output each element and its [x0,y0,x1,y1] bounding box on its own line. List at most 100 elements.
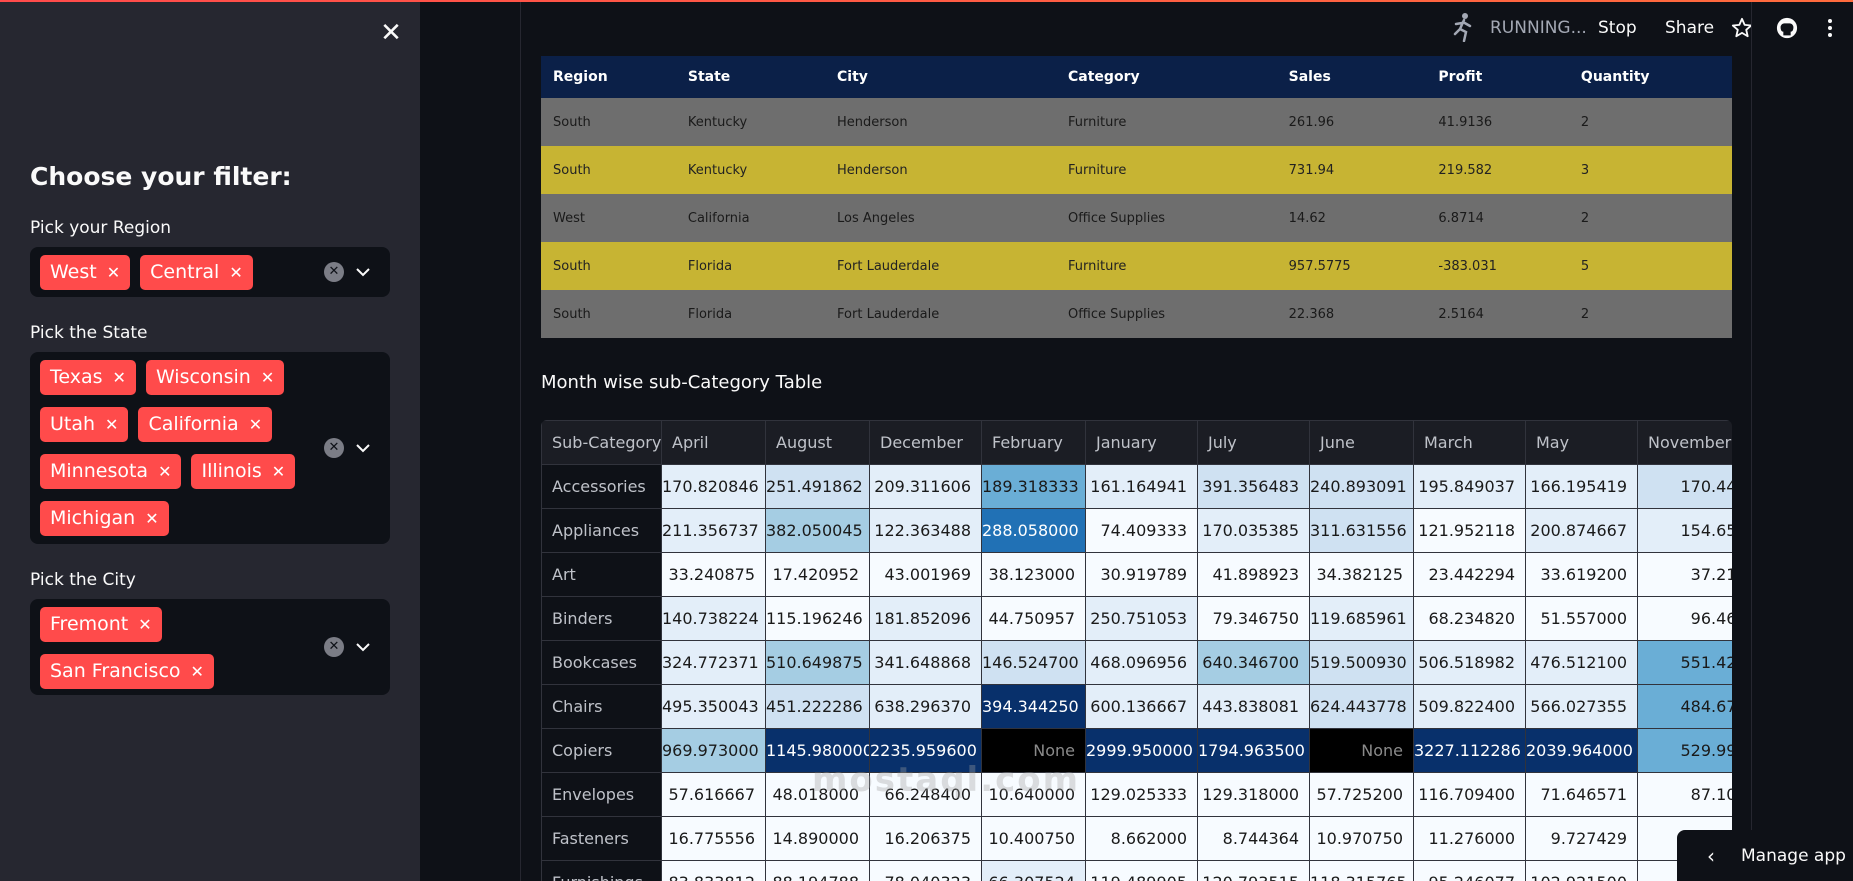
column-header[interactable]: March [1413,420,1526,465]
manage-app-button[interactable]: ‹ Manage app [1677,830,1853,881]
chevron-down-icon[interactable] [354,638,372,656]
remove-tag-icon[interactable]: ✕ [248,415,263,434]
column-header: Sales [1276,56,1427,98]
remove-tag-icon[interactable]: ✕ [138,615,152,634]
table-row: Envelopes 57.616667 48.018000 66.248400 10.6… [541,772,1732,817]
column-header[interactable]: December [869,420,982,465]
clear-all-icon[interactable]: ✕ [324,438,344,458]
row-header: Accessories [541,464,662,509]
table-cell: 74.409333 [1085,508,1198,553]
city-label: Pick the City [30,570,136,590]
filter-title: Choose your filter: [30,162,292,191]
column-header[interactable]: February [981,420,1086,465]
table-cell: California [675,194,826,242]
table-cell: 37.21975 [1637,552,1732,597]
region-multiselect[interactable]: West ✕ Central ✕ ✕ [30,247,390,297]
filter-tag[interactable]: San Francisco ✕ [40,654,214,689]
city-multiselect[interactable]: Fremont ✕ San Francisco ✕ ✕ [30,599,390,695]
chevron-down-icon[interactable] [354,263,372,281]
table-row: South Florida Fort Lauderdale Office Suppli… [541,290,1732,338]
subcategory-table-wrap[interactable]: Sub-Category April August December February J… [541,420,1732,881]
chevron-down-icon[interactable] [354,439,372,457]
column-header[interactable]: August [765,420,870,465]
table-cell: 118.315765 [1309,860,1414,881]
table-cell: Florida [675,242,826,290]
clear-all-icon[interactable]: ✕ [324,637,344,657]
filter-tag[interactable]: Texas ✕ [40,360,136,395]
table-cell: 129.025333 [1085,772,1198,817]
clear-all-icon[interactable]: ✕ [324,262,344,282]
table-cell: 16.206375 [869,816,982,861]
region-label: Pick your Region [30,218,172,238]
table-cell: 394.344250 [981,684,1086,729]
column-header[interactable]: April [661,420,766,465]
column-header[interactable]: June [1309,420,1414,465]
remove-tag-icon[interactable]: ✕ [260,368,275,387]
data-table: Region State City Category Sales Profit Quanti… [541,56,1732,338]
filter-tag[interactable]: Wisconsin ✕ [145,360,285,395]
table-cell: 2039.964000 [1525,728,1638,773]
remove-tag-icon[interactable]: ✕ [271,462,286,481]
table-cell: 181.852096 [869,596,982,641]
table-cell: 443.838081 [1197,684,1310,729]
table-cell: 251.491862 [765,464,870,509]
remove-tag-icon[interactable]: ✕ [106,263,121,282]
row-header: Fasteners [541,816,662,861]
table-cell: 66.248400 [869,772,982,817]
filter-tag[interactable]: California ✕ [138,407,273,442]
table-cell: 140.738224 [661,596,766,641]
table-cell: 88.194788 [765,860,870,881]
share-button[interactable]: Share [1665,18,1715,38]
stop-button[interactable]: Stop [1598,18,1637,38]
remove-tag-icon[interactable]: ✕ [190,662,204,681]
remove-tag-icon[interactable]: ✕ [112,368,126,387]
table-cell: 102.921500 [1525,860,1638,881]
filter-tag[interactable]: Utah ✕ [40,407,129,442]
table-cell: South [541,290,676,338]
row-header: Art [541,552,662,597]
filter-tag[interactable]: Minnesota ✕ [40,454,182,489]
filter-tag-label: Wisconsin [155,366,251,388]
table-row: Bookcases 324.772371 510.649875 341.648868 1… [541,640,1732,685]
state-multiselect[interactable]: Texas ✕ Wisconsin ✕ Utah ✕ California ✕ Minnesot… [30,352,390,544]
table-cell: 51.557000 [1525,596,1638,641]
column-header: Region [541,56,676,98]
table-cell: 79.346750 [1197,596,1310,641]
table-cell: 519.500930 [1309,640,1414,685]
section-title: Month wise sub-Category Table [541,372,823,393]
column-header[interactable]: November [1637,420,1732,465]
github-icon[interactable] [1776,17,1798,39]
table-cell: 2.5164 [1426,290,1569,338]
column-header[interactable]: May [1525,420,1638,465]
remove-tag-icon[interactable]: ✕ [229,263,243,282]
table-cell: 71.646571 [1525,772,1638,817]
filter-tag-label: California [148,413,239,435]
table-cell: 11.276000 [1413,816,1526,861]
manage-app-label: Manage app [1741,846,1846,866]
filter-tag[interactable]: West ✕ [40,255,131,290]
table-cell: 2235.959600 [869,728,982,773]
table-cell: 506.518982 [1413,640,1526,685]
more-menu-icon[interactable] [1826,17,1834,39]
table-cell: 566.027355 [1525,684,1638,729]
column-header[interactable]: January [1085,420,1198,465]
remove-tag-icon[interactable]: ✕ [158,462,172,481]
column-header[interactable]: July [1197,420,1310,465]
filter-tag[interactable]: Illinois ✕ [191,454,296,489]
filter-tag[interactable]: Michigan ✕ [40,501,169,536]
table-cell: 969.973000 [661,728,766,773]
column-header[interactable]: Sub-Category [541,420,662,465]
table-cell: 10.970750 [1309,816,1414,861]
close-sidebar-button[interactable]: ✕ [380,18,402,48]
filter-tag[interactable]: Central ✕ [140,255,253,290]
table-cell: West [541,194,676,242]
star-icon[interactable] [1731,17,1753,39]
remove-tag-icon[interactable]: ✕ [105,415,119,434]
table-cell: 170.820846 [661,464,766,509]
filter-tag[interactable]: Fremont ✕ [40,607,162,642]
table-cell: Furniture [1056,146,1277,194]
table-cell: Fort Lauderdale [825,242,1057,290]
remove-tag-icon[interactable]: ✕ [145,509,159,528]
table-cell: 161.164941 [1085,464,1198,509]
table-cell: 509.822400 [1413,684,1526,729]
